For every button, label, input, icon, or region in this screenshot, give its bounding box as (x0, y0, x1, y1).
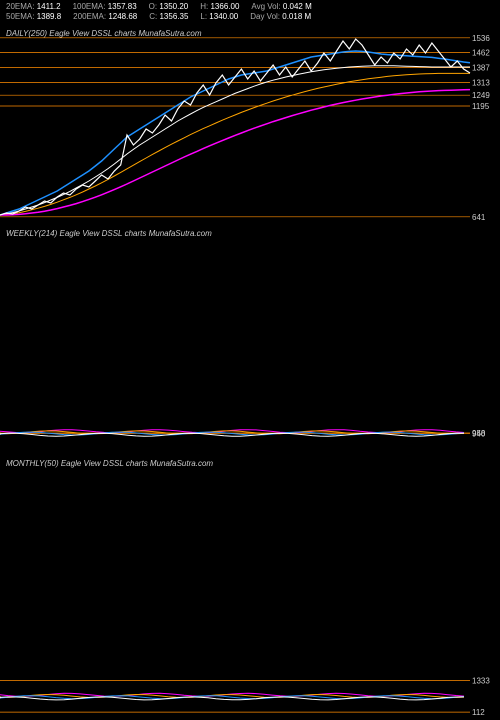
svg-text:940: 940 (472, 429, 486, 438)
ema200-stat: 200EMA: 1248.68 (73, 12, 137, 22)
svg-text:1462: 1462 (472, 48, 490, 57)
ema50-stat: 50EMA: 1389.8 (6, 12, 61, 22)
stats-header: 20EMA: 1411.2 100EMA: 1357.83 O: 1350.20… (0, 0, 500, 25)
open-stat: O: 1350.20 (149, 2, 189, 12)
high-stat: H: 1366.00 (200, 2, 239, 12)
ema100-stat: 100EMA: 1357.83 (73, 2, 137, 12)
close-stat: C: 1356.35 (149, 12, 188, 22)
ema20-stat: 20EMA: 1411.2 (6, 2, 61, 12)
dayvol-stat: Day Vol: 0.018 M (250, 12, 311, 22)
daily-chart-panel: DAILY(250) Eagle View DSSL charts Munafa… (0, 25, 500, 225)
svg-text:112: 112 (472, 708, 485, 715)
stats-row-2: 50EMA: 1389.8 200EMA: 1248.68 C: 1356.35… (6, 12, 494, 22)
svg-text:1249: 1249 (472, 91, 490, 100)
monthly-chart-title: MONTHLY(50) Eagle View DSSL charts Munaf… (6, 459, 213, 468)
svg-text:1313: 1313 (472, 78, 490, 87)
svg-text:1536: 1536 (472, 34, 490, 43)
svg-text:641: 641 (472, 213, 486, 222)
weekly-chart-title: WEEKLY(214) Eagle View DSSL charts Munaf… (6, 229, 212, 238)
monthly-chart-panel: MONTHLY(50) Eagle View DSSL charts Munaf… (0, 455, 500, 715)
svg-text:1333: 1333 (472, 676, 490, 685)
stats-row-1: 20EMA: 1411.2 100EMA: 1357.83 O: 1350.20… (6, 2, 494, 12)
low-stat: L: 1340.00 (200, 12, 238, 22)
weekly-chart-panel: WEEKLY(214) Eagle View DSSL charts Munaf… (0, 225, 500, 455)
avgvol-stat: Avg Vol: 0.042 M (251, 2, 311, 12)
svg-text:1195: 1195 (472, 102, 490, 111)
svg-text:1387: 1387 (472, 63, 490, 72)
daily-chart-title: DAILY(250) Eagle View DSSL charts Munafa… (6, 29, 202, 38)
